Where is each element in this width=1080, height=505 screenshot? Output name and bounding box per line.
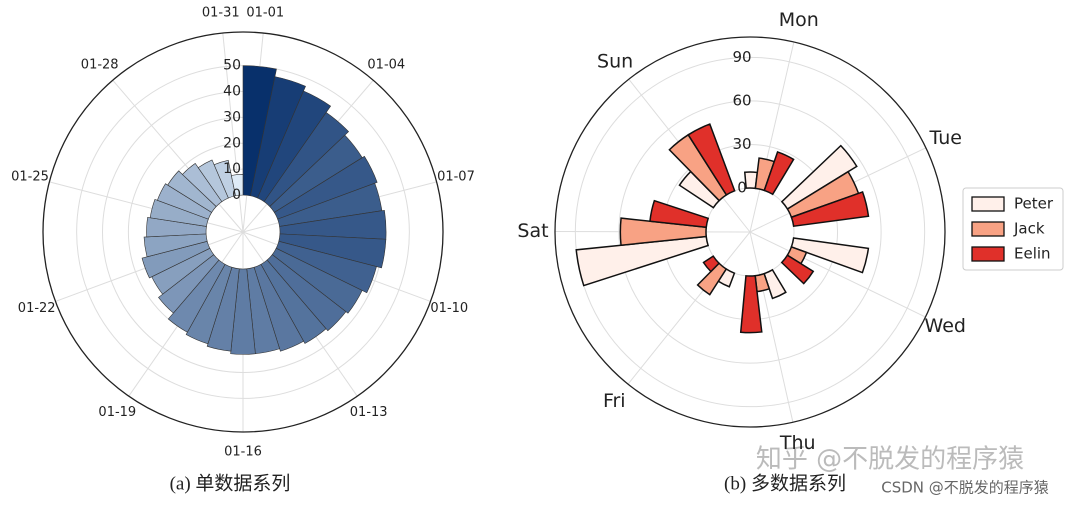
watermark: 知乎 @不脱发的程序猿: [756, 445, 1024, 475]
bar: [790, 191, 870, 228]
bar: [649, 199, 710, 229]
category-label: 01-13: [350, 405, 388, 420]
legend-label: Eelin: [1014, 245, 1051, 263]
spoke: [112, 79, 244, 233]
category-label: 01-25: [11, 169, 49, 184]
legend-swatch: [971, 246, 1005, 262]
category-label: Tue: [929, 127, 962, 149]
category-label: 01-31: [202, 6, 240, 21]
bar: [257, 90, 332, 203]
r-tick-label: 0: [232, 187, 241, 203]
bar: [780, 144, 858, 210]
r-tick-label: 20: [223, 135, 241, 151]
category-label: Mon: [779, 9, 819, 31]
legend-swatch: [971, 221, 1005, 237]
bar: [575, 235, 710, 287]
spoke: [49, 181, 244, 233]
watermark: CSDN @不脱发的程序猿: [881, 479, 1049, 497]
category-label: 01-04: [367, 58, 405, 73]
category-label: 01-10: [430, 301, 468, 316]
category-label: Wed: [925, 315, 966, 337]
bar: [231, 174, 244, 197]
bar: [253, 263, 305, 352]
spoke: [749, 231, 926, 318]
r-tick-label: 40: [223, 84, 241, 100]
bar: [763, 151, 795, 196]
r-tick-label: 90: [732, 48, 751, 66]
category-label: Sun: [597, 51, 633, 73]
category-label: 01-19: [98, 405, 136, 420]
category-label: Sat: [517, 220, 548, 242]
r-tick-label: 0: [737, 179, 747, 197]
bar: [250, 76, 306, 199]
bar: [702, 255, 721, 273]
category-label: 01-01: [246, 6, 284, 21]
bar: [278, 233, 387, 269]
bar: [271, 247, 363, 314]
bar: [167, 259, 226, 333]
bar: [790, 237, 870, 274]
bar: [242, 65, 277, 197]
spoke: [222, 32, 244, 233]
caption: (a) 单数据系列: [170, 472, 291, 494]
bar: [230, 268, 256, 355]
r-tick-label: 50: [223, 58, 241, 74]
bar: [167, 170, 217, 213]
bar: [182, 162, 223, 207]
legend-label: Peter: [1014, 195, 1054, 213]
bar: [696, 262, 728, 296]
bar: [185, 263, 233, 345]
spoke: [749, 41, 795, 233]
bar: [158, 254, 220, 314]
bar: [143, 233, 208, 258]
bar: [687, 123, 736, 196]
bar: [780, 254, 815, 285]
bar: [275, 240, 377, 294]
bar: [763, 268, 787, 300]
caption: (b) 多数据系列: [724, 472, 846, 494]
spoke: [749, 231, 794, 423]
r-tick-label: 30: [732, 135, 751, 153]
bar: [146, 217, 207, 238]
bar: [149, 198, 209, 227]
category-label: Fri: [603, 390, 626, 412]
bar: [266, 254, 347, 332]
bar: [141, 240, 211, 279]
bar: [260, 259, 327, 344]
category-label: 01-28: [81, 58, 119, 73]
r-tick-label: 60: [732, 91, 751, 109]
outer-ring: [42, 31, 444, 433]
legend-label: Jack: [1013, 220, 1045, 238]
r-tick-label: 10: [223, 161, 241, 177]
bar: [263, 112, 350, 207]
category-label: 01-16: [224, 445, 262, 460]
bar: [739, 274, 763, 334]
category-label: Thu: [779, 432, 816, 454]
spoke: [627, 231, 751, 385]
category-label: 01-07: [437, 169, 475, 184]
category-label: 01-22: [18, 301, 56, 316]
bar: [206, 266, 240, 352]
r-tick-label: 30: [223, 109, 241, 125]
outer-ring: [554, 36, 946, 428]
bar: [197, 159, 229, 203]
bar: [213, 159, 236, 199]
legend-swatch: [971, 196, 1005, 212]
bar: [273, 155, 378, 220]
bar: [156, 183, 213, 220]
bar: [619, 217, 708, 247]
